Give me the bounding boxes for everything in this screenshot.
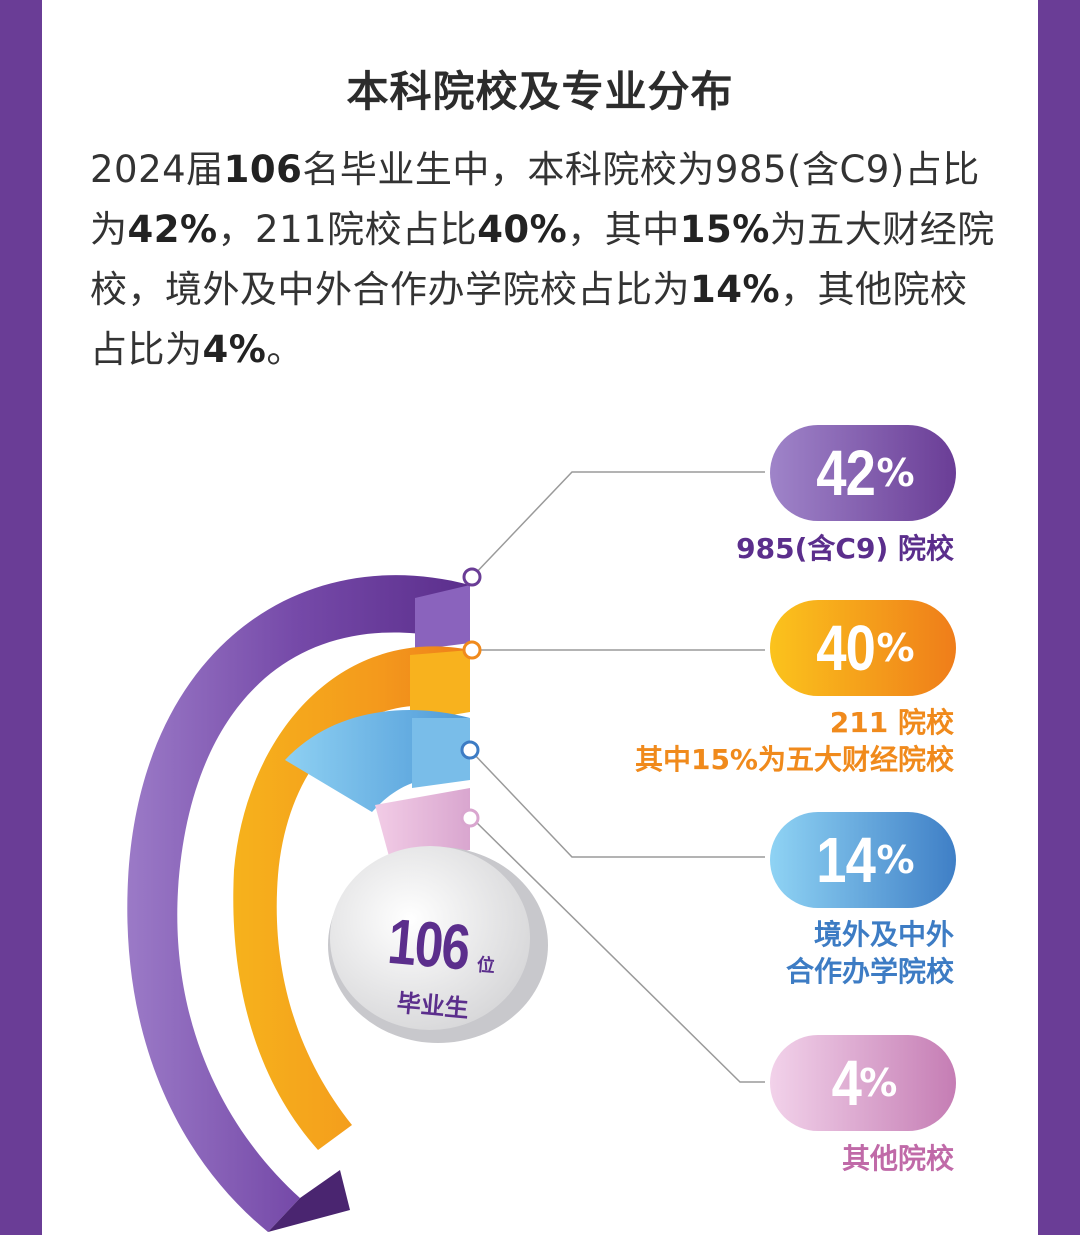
- pill-other: 4%: [770, 1035, 956, 1131]
- label-abroad-line1: 境外及中外: [813, 918, 954, 951]
- para-text: 为五大财经院校，境外及中外合作办学院校占比为: [90, 208, 995, 311]
- center-unit: 位: [475, 954, 496, 978]
- slice-211-end: [410, 650, 470, 722]
- pill-abroad: 14%: [770, 812, 956, 908]
- slice-985-top: [268, 1170, 350, 1232]
- pill-other-bg: [770, 1035, 956, 1131]
- para-finance-value: 15%: [679, 208, 770, 251]
- leader-dot-other: [460, 808, 480, 828]
- para-211-value: 40%: [477, 208, 568, 251]
- pill-other-unit: %: [859, 1061, 898, 1105]
- para-text: ，其中: [567, 208, 680, 251]
- center-disk: [330, 846, 530, 1030]
- slice-211-arc: [233, 646, 470, 1150]
- label-985: 985(含C9) 院校: [736, 530, 954, 567]
- leader-dot-abroad: [460, 740, 480, 760]
- pill-985: 42%: [770, 425, 956, 521]
- pill-985-bg: [770, 425, 956, 521]
- label-abroad-line2: 合作办学院校: [785, 955, 954, 988]
- para-text: 名毕业生中，本科院校为985(含C9)占比为: [90, 148, 980, 251]
- leader-dot-985: [462, 567, 482, 587]
- summary-paragraph: 2024届106名毕业生中，本科院校为985(含C9)占比为42%，211院校占…: [90, 140, 1000, 380]
- label-other: 其他院校: [842, 1140, 954, 1177]
- pill-985-unit: %: [876, 451, 915, 495]
- label-985-line1: 985(含C9) 院校: [736, 532, 954, 565]
- para-text: ，其他院校占比为: [90, 268, 968, 371]
- pill-985-value: 42: [816, 437, 877, 509]
- leader-line-985: [471, 471, 765, 578]
- pill-211-value: 40: [816, 612, 877, 684]
- center-number: 106: [384, 904, 472, 984]
- para-total: 106: [223, 148, 303, 191]
- slice-other-piece: [375, 788, 470, 860]
- label-abroad: 境外及中外 合作办学院校: [786, 916, 954, 990]
- slice-985-arc: [127, 575, 470, 1232]
- pill-other-value: 4: [831, 1047, 861, 1119]
- slice-abroad-end: [412, 718, 470, 788]
- center-total: 106 位: [359, 902, 515, 989]
- para-abroad-value: 14%: [690, 268, 781, 311]
- leader-line-abroad: [471, 751, 765, 858]
- label-other-line1: 其他院校: [841, 1142, 954, 1175]
- label-211-line1: 211 院校: [829, 706, 954, 739]
- pill-211-bg: [770, 600, 956, 696]
- label-211-line2: 其中15%为五大财经院校: [634, 743, 954, 776]
- para-985-value: 42%: [127, 208, 218, 251]
- para-text: 2024届: [90, 148, 224, 191]
- pill-211: 40%: [770, 600, 956, 696]
- leader-dot-211: [462, 640, 482, 660]
- para-other-value: 4%: [202, 328, 267, 371]
- para-text: 。: [266, 328, 304, 371]
- pill-abroad-unit: %: [876, 838, 915, 882]
- label-211: 211 院校 其中15%为五大财经院校: [635, 704, 954, 778]
- slice-985-end: [415, 585, 470, 650]
- para-text: ，211院校占比: [217, 208, 478, 251]
- pill-abroad-value: 14: [816, 824, 877, 896]
- pill-211-unit: %: [876, 626, 915, 670]
- pill-abroad-bg: [770, 812, 956, 908]
- page-title: 本科院校及专业分布: [346, 67, 734, 116]
- leader-line-other: [471, 817, 765, 1083]
